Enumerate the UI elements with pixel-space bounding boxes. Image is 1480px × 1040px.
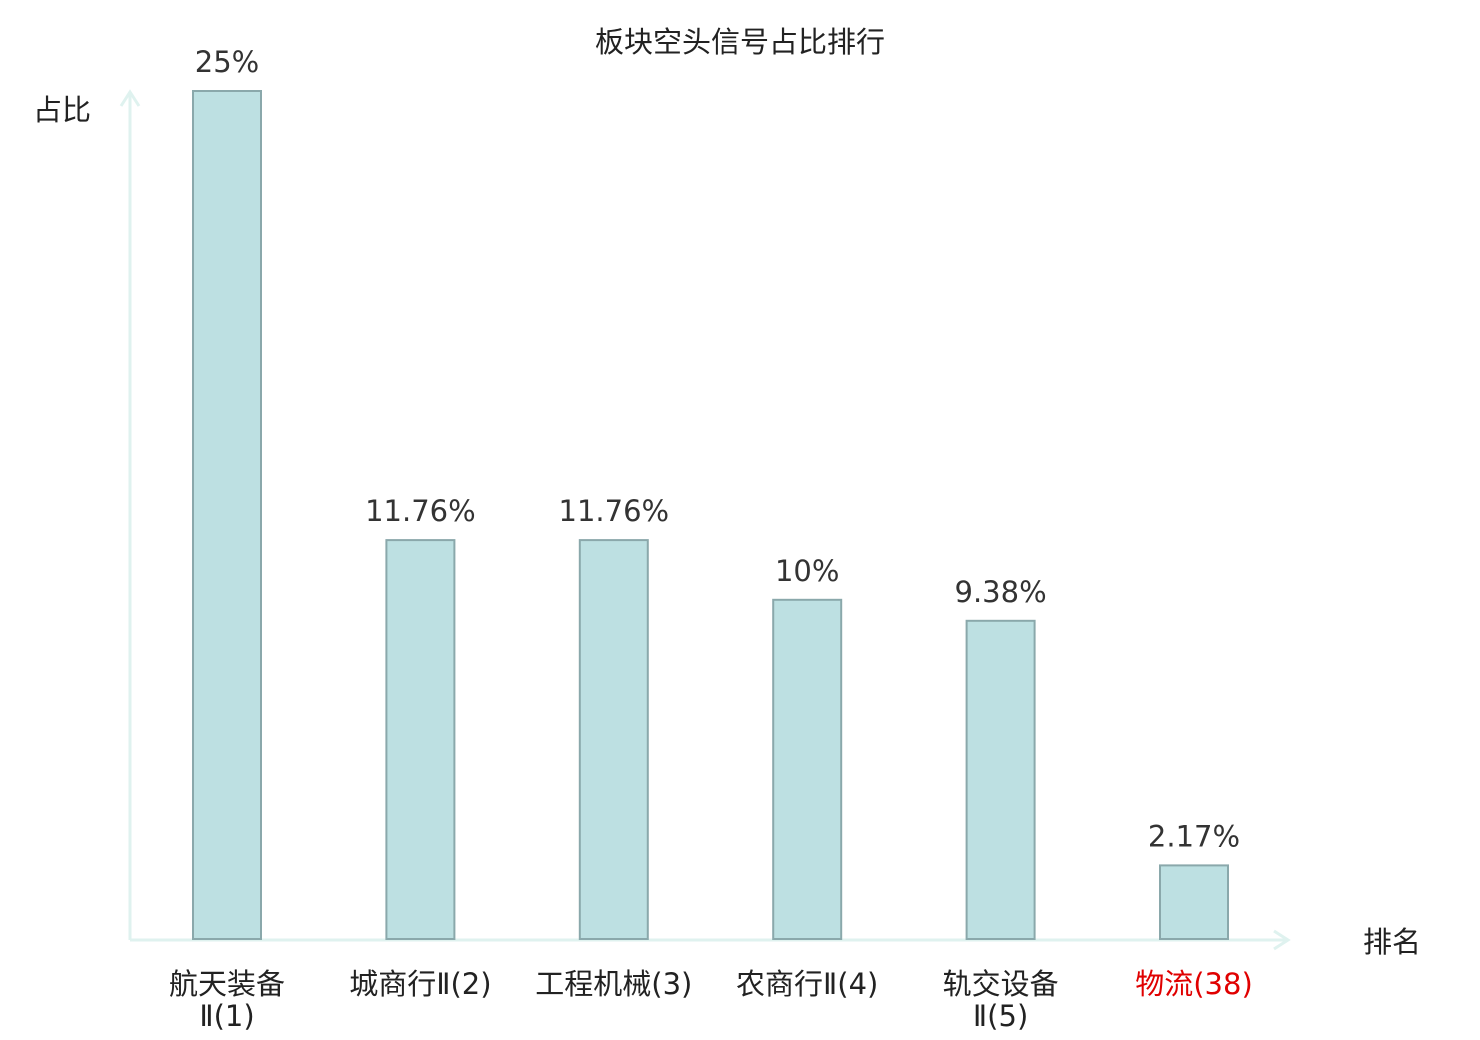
category-label: 物流(38)	[1135, 967, 1253, 1001]
chart-title: 板块空头信号占比排行	[595, 25, 885, 59]
axes	[119, 89, 1291, 951]
category-label: Ⅱ(1)	[199, 999, 254, 1033]
value-label: 25%	[195, 45, 259, 79]
x-axis-label: 排名	[1363, 925, 1421, 959]
bars	[192, 90, 1229, 941]
value-label: 10%	[775, 554, 839, 588]
category-label: 航天装备	[169, 967, 285, 1001]
category-label: 工程机械(3)	[535, 967, 692, 1001]
bar	[385, 539, 456, 940]
bar	[772, 598, 843, 940]
y-axis-label: 占比	[33, 93, 91, 127]
category-label: 城商行Ⅱ(2)	[349, 967, 491, 1001]
bar	[965, 619, 1036, 940]
value-labels: 25% 11.76% 11.76% 10% 9.38% 2.17%	[195, 45, 1240, 853]
value-label: 11.76%	[559, 494, 670, 528]
category-label: 农商行Ⅱ(4)	[736, 967, 878, 1001]
value-label: 9.38%	[955, 575, 1047, 609]
category-label: Ⅱ(5)	[973, 999, 1028, 1033]
category-label: 轨交设备	[943, 967, 1059, 1001]
bar	[1159, 864, 1229, 941]
value-label: 2.17%	[1148, 819, 1240, 853]
bar	[578, 539, 649, 940]
y-axis-arrow	[119, 89, 141, 107]
bar	[192, 90, 262, 940]
value-label: 11.76%	[365, 494, 476, 528]
x-axis-arrow	[1273, 929, 1291, 951]
